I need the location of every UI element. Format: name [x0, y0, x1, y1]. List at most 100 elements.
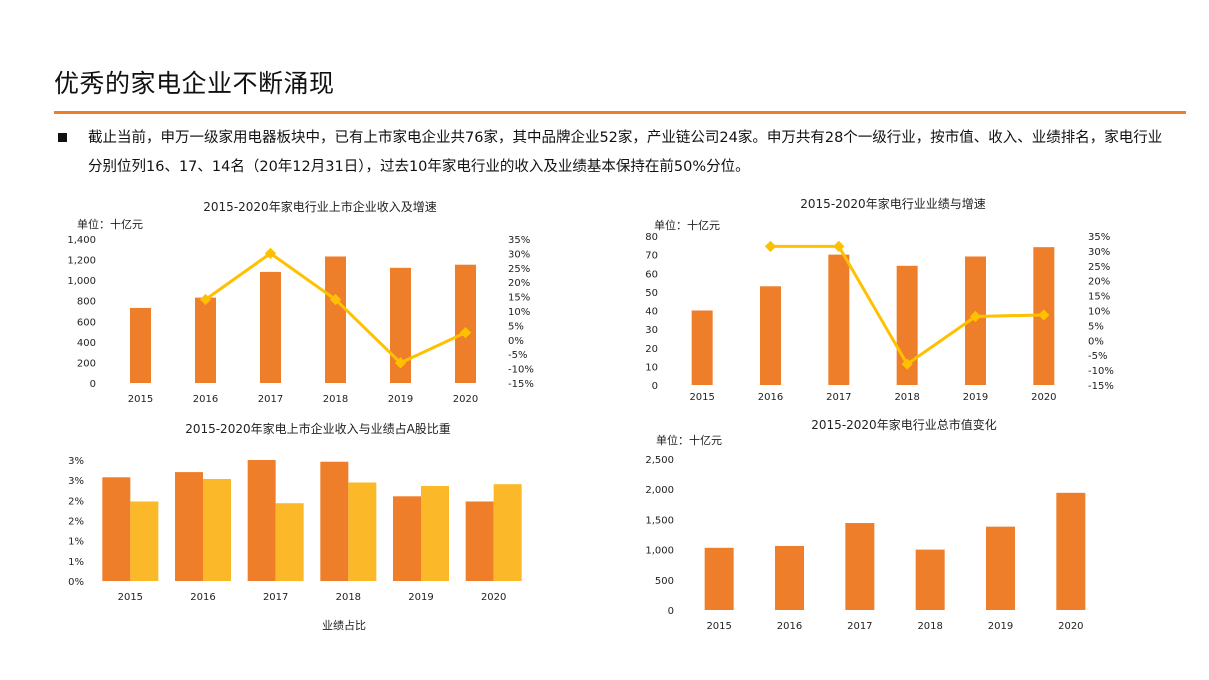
bar: [775, 545, 804, 610]
x-tick-label: 2015: [118, 592, 143, 603]
y-tick-label: 30: [645, 325, 658, 336]
chart-revenue-unit: 单位：十亿元: [77, 217, 143, 231]
x-tick-label: 2017: [826, 392, 851, 403]
y2-tick-label: 35%: [508, 235, 530, 246]
y-tick-label: 2,000: [645, 485, 674, 496]
y-tick-label: 10: [645, 362, 658, 373]
x-tick-label: 2020: [481, 592, 506, 603]
y-tick-label: 70: [645, 251, 658, 262]
growth-point: [901, 358, 913, 370]
x-tick-label: 2018: [894, 392, 919, 403]
bar: [986, 526, 1015, 610]
y2-tick-label: 0%: [508, 336, 524, 347]
bar: [260, 271, 281, 383]
growth-point: [394, 357, 407, 369]
x-tick-label: 2018: [323, 394, 348, 405]
y-tick-label: 3%: [68, 476, 84, 487]
y2-tick-label: 20%: [1088, 277, 1110, 288]
y-tick-label: 400: [77, 338, 96, 349]
x-tick-label: 2017: [258, 394, 283, 405]
y2-tick-label: -15%: [508, 379, 534, 390]
y2-tick-label: -15%: [1088, 381, 1114, 392]
y-tick-label: 500: [655, 576, 674, 587]
chart-share: 2015-2020年家电上市企业收入与业绩占A股比重 0% 1% 1% 2% 2% 3% 3…: [68, 421, 522, 632]
x-tick-label: 2016: [193, 394, 218, 405]
x-tick-label: 2018: [917, 621, 942, 632]
y-tick-label: 600: [77, 317, 96, 328]
growth-point: [264, 247, 277, 260]
chart-marketcap-title: 2015-2020年家电行业总市值变化: [811, 417, 996, 432]
chart-marketcap-unit: 单位：十亿元: [656, 433, 722, 447]
growth-point: [459, 326, 472, 339]
bar: [493, 484, 522, 581]
chart-profit-unit: 单位：十亿元: [654, 218, 720, 232]
x-tick-label: 2016: [758, 392, 783, 403]
x-tick-label: 2019: [408, 592, 433, 603]
bar: [760, 286, 781, 385]
y-tick-label: 0: [652, 381, 658, 392]
growth-point: [833, 240, 845, 253]
growth-point: [329, 293, 342, 306]
y-tick-label: 0: [668, 606, 674, 617]
x-tick-label: 2019: [988, 621, 1013, 632]
bar: [390, 267, 411, 383]
x-tick-label: 2017: [263, 592, 288, 603]
y-tick-label: 1,500: [645, 515, 674, 526]
x-tick-label: 2018: [336, 592, 361, 603]
y2-tick-label: 5%: [508, 321, 524, 332]
chart-revenue: 2015-2020年家电行业上市企业收入及增速 单位：十亿元 0 200 400 60…: [67, 199, 533, 405]
y-tick-label: 2%: [68, 517, 84, 528]
x-tick-label: 2019: [963, 392, 988, 403]
bar: [1056, 492, 1086, 610]
y-tick-label: 60: [645, 269, 658, 280]
chart-marketcap: 2015-2020年家电行业总市值变化 单位：十亿元 0 500 1,000 1,50…: [645, 417, 1086, 632]
y2-tick-label: 10%: [508, 307, 530, 318]
x-tick-label: 2015: [689, 392, 714, 403]
growth-point: [764, 240, 777, 253]
bar: [421, 485, 449, 581]
bar: [195, 297, 216, 383]
y-tick-label: 1%: [68, 537, 84, 548]
bar: [455, 264, 476, 383]
x-tick-label: 2019: [388, 394, 413, 405]
y2-tick-label: 5%: [1088, 321, 1104, 332]
y-tick-label: 1,000: [645, 546, 674, 557]
growth-point: [1038, 309, 1050, 321]
x-tick-label: 2015: [706, 621, 731, 632]
y-tick-label: 1,200: [67, 256, 96, 267]
y-tick-label: 800: [77, 297, 96, 308]
y-tick-label: 40: [645, 307, 658, 318]
y-tick-label: 1,000: [67, 276, 96, 287]
growth-point: [199, 293, 212, 306]
y2-tick-label: 30%: [1088, 247, 1110, 258]
bar: [102, 477, 131, 581]
bar: [320, 461, 349, 581]
x-tick-label: 2016: [777, 621, 802, 632]
bar: [175, 472, 203, 581]
growth-point: [969, 310, 982, 323]
title-divider: [54, 111, 1186, 114]
x-tick-label: 2020: [1058, 621, 1083, 632]
bar: [203, 479, 231, 581]
y2-tick-label: -5%: [508, 350, 527, 361]
y-tick-label: 1,400: [67, 235, 96, 246]
bar: [845, 523, 875, 610]
y2-tick-label: -10%: [508, 365, 534, 376]
bar: [465, 501, 494, 581]
y-tick-label: 80: [645, 232, 658, 243]
x-tick-label: 2020: [1031, 392, 1056, 403]
bar: [915, 549, 945, 610]
y-tick-label: 2,500: [645, 455, 674, 466]
chart-share-title: 2015-2020年家电上市企业收入与业绩占A股比重: [185, 421, 451, 436]
y2-tick-label: -5%: [1088, 351, 1107, 362]
y2-tick-label: 15%: [1088, 292, 1110, 303]
y2-tick-label: 30%: [508, 249, 530, 260]
x-tick-label: 2016: [190, 592, 215, 603]
y-tick-label: 20: [645, 344, 658, 355]
y-tick-label: 0%: [68, 577, 84, 588]
chart-share-legend-label: 业绩占比: [322, 618, 366, 632]
y2-tick-label: 15%: [508, 293, 530, 304]
bar: [247, 460, 276, 581]
bar: [691, 310, 713, 385]
bar: [325, 256, 346, 383]
